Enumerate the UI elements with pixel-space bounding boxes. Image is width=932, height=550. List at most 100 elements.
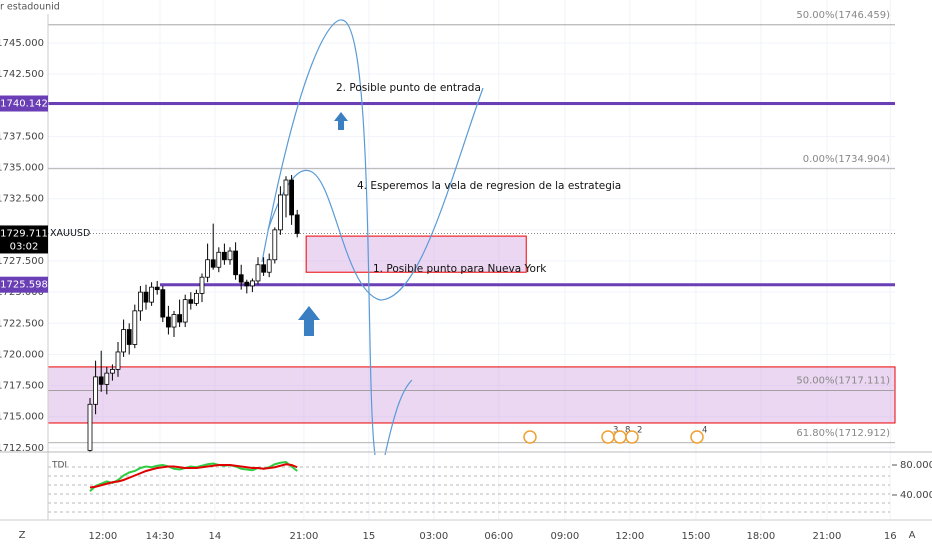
fib-label: 0.00%(1734.904) — [803, 154, 890, 165]
axes: 1745.0001742.5001740.0001737.5001735.000… — [0, 38, 897, 542]
candle-body — [87, 403, 93, 451]
scale-button[interactable]: Z — [19, 530, 26, 541]
zone — [47, 366, 896, 424]
x-tick-label: 09:00 — [550, 531, 579, 542]
candle-body — [98, 376, 104, 385]
candle-body — [171, 314, 177, 328]
candle-body — [283, 179, 289, 196]
candle-body — [233, 250, 239, 276]
candle-body — [104, 372, 110, 385]
level-label: 1740.142 — [0, 99, 48, 110]
drawn-curve — [261, 19, 413, 456]
candle-body — [115, 351, 121, 370]
candle-body — [227, 250, 233, 261]
fib-label: 50.00%(1717.111) — [796, 375, 890, 386]
y-tick-label: 1732.500 — [0, 194, 44, 205]
level-label-bg — [0, 276, 48, 293]
levels: 50.00%(1746.459) 0.00%(1734.904) 50.00%(17… — [48, 10, 895, 444]
candle-body — [255, 264, 261, 282]
candle-body — [216, 251, 222, 268]
y-tick-label: 1722.500 — [0, 318, 44, 329]
y-tick-label: 80.000 — [900, 460, 932, 471]
x-tick-label: 03:00 — [419, 531, 448, 542]
y-tick-label: 1727.500 — [0, 256, 44, 267]
candle-body — [143, 291, 149, 303]
x-tick-label: 12:00 — [615, 531, 644, 542]
x-tick-label: 16 — [884, 531, 897, 542]
candle-body — [221, 251, 227, 261]
candle-body — [210, 259, 216, 268]
countdown: 03:02 — [10, 241, 39, 252]
annotation: 1. Posible punto para Nueva York — [373, 263, 547, 275]
event-icon — [523, 430, 537, 444]
x-tick-label: 14 — [209, 531, 222, 542]
candle-body — [177, 314, 183, 323]
zones — [47, 235, 896, 424]
price-label: 1729.711 — [0, 228, 48, 239]
y-tick-label: 1742.500 — [0, 69, 44, 80]
candle-body — [249, 280, 255, 287]
x-tick-label: 15:00 — [682, 531, 711, 542]
x-tick-label: 18:00 — [746, 531, 775, 542]
candles — [87, 175, 300, 452]
event-icon — [690, 430, 704, 444]
candle-body — [199, 276, 205, 294]
candle-body — [160, 289, 166, 318]
candle-body — [193, 293, 199, 304]
indicator-line — [89, 463, 298, 489]
candle-body — [154, 286, 160, 291]
candle-body — [272, 229, 278, 261]
title-bg — [0, 0, 58, 14]
event-count: 2 — [637, 426, 642, 436]
y-tick-label: 1712.500 — [0, 443, 44, 454]
x-tick-label: 12:00 — [88, 531, 117, 542]
candle-body — [121, 329, 126, 353]
y-tick-label: 1745.000 — [0, 38, 44, 49]
price-axis — [0, 0, 48, 520]
candle-body — [261, 264, 267, 273]
y-tick-label: 1735.000 — [0, 163, 44, 174]
candle-body — [182, 299, 188, 323]
candle-body — [165, 316, 171, 328]
x-tick-label: 14:30 — [146, 531, 175, 542]
fib-label: 50.00%(1746.459) — [796, 10, 890, 21]
candle-body — [188, 299, 194, 304]
y-tick-label: 1715.000 — [0, 412, 44, 423]
title: r estadounid — [0, 2, 60, 13]
event-count: 3 — [613, 426, 618, 436]
candle-body — [266, 259, 272, 273]
y-tick-label: 1720.000 — [0, 349, 44, 360]
y-tick-label: 1737.500 — [0, 131, 44, 142]
candle-body — [238, 274, 244, 283]
event-count: 8 — [625, 426, 630, 436]
candle-body — [289, 179, 295, 216]
candle-body — [205, 259, 211, 278]
candle-body — [93, 376, 98, 405]
level-label-bg — [0, 95, 48, 112]
candle-body — [126, 329, 132, 345]
annotation: 4. Esperemos la vela de regresion de la … — [357, 180, 621, 192]
fib-label: 61.80%(1712.912) — [796, 428, 890, 439]
candle-body — [277, 194, 283, 231]
arrow-up — [334, 112, 348, 130]
level-label: 1725.598 — [0, 280, 48, 291]
x-tick-label: 06:00 — [484, 531, 513, 542]
candle-body — [149, 286, 155, 303]
price-label-bg — [0, 225, 48, 254]
scale-button[interactable]: A — [909, 530, 916, 541]
indicator-pane: TDI 80.000 40.000 — [48, 460, 932, 513]
indicator-name: TDI — [51, 461, 67, 471]
candle-body — [132, 310, 138, 345]
candle-body — [244, 281, 250, 287]
event-count: 4 — [702, 426, 707, 436]
annotation: 2. Posible punto de entrada — [336, 82, 481, 94]
candle-body — [110, 368, 115, 374]
grid — [48, 0, 895, 520]
x-tick-label: 21:00 — [290, 531, 319, 542]
candle-body — [294, 214, 300, 234]
arrow-up — [298, 306, 320, 336]
y-tick-label: 40.000 — [900, 490, 932, 501]
x-tick-label: 15 — [363, 531, 376, 542]
